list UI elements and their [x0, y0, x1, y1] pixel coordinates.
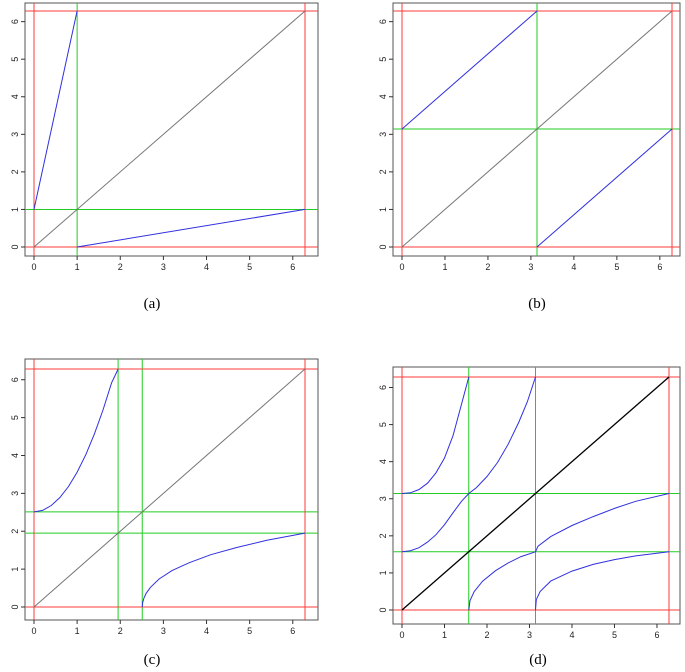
- x-tick-label: 4: [571, 262, 576, 272]
- y-tick-label: 4: [378, 94, 388, 99]
- y-tick-label: 4: [10, 94, 20, 99]
- x-tick-label: 0: [31, 262, 36, 272]
- x-tick-label: 2: [485, 262, 490, 272]
- plot-frame: [24, 358, 319, 621]
- y-tick-label: 6: [378, 19, 388, 24]
- x-tick-label: 4: [569, 630, 574, 640]
- x-tick-label: 0: [31, 626, 36, 636]
- y-tick-label: 3: [10, 491, 20, 496]
- x-tick-label: 1: [442, 262, 447, 272]
- y-tick-label: 4: [10, 453, 20, 458]
- y-tick-label: 1: [378, 570, 388, 575]
- map-curve: [535, 493, 670, 553]
- y-tick-label: 2: [10, 529, 20, 534]
- identity-line: [401, 10, 673, 248]
- panels-group: 0 1 2 3 4 5 6 0 1 2 3 4 5 6 0 1 2 3 4 5 6 0 1 2 3 4 5 6 0 1 2 3 4 5 6 0 1 2 3 4…: [10, 2, 681, 640]
- x-tick-label: 4: [204, 262, 209, 272]
- x-tick-label: 6: [290, 262, 295, 272]
- identity-line: [33, 368, 306, 608]
- identity-line: [33, 10, 306, 248]
- y-tick-label: 1: [10, 207, 20, 212]
- panel-label-c: (c): [144, 652, 161, 668]
- x-tick-label: 5: [247, 262, 252, 272]
- chart-panel-d: 0 1 2 3 4 5 6 0 1 2 3 4 5 6: [378, 366, 681, 640]
- x-tick-label: 4: [204, 626, 209, 636]
- panel-label-d: (d): [529, 652, 547, 668]
- y-tick-label: 6: [10, 19, 20, 24]
- map-curve: [401, 10, 538, 130]
- x-tick-label: 1: [75, 262, 80, 272]
- x-tick-label: 3: [527, 630, 532, 640]
- y-tick-label: 4: [378, 459, 388, 464]
- map-curve: [77, 208, 306, 248]
- y-tick-label: 3: [10, 132, 20, 137]
- y-tick-label: 5: [378, 57, 388, 62]
- x-tick-label: 5: [247, 626, 252, 636]
- chart-panel-c: 0 1 2 3 4 5 6 0 1 2 3 4 5 6: [10, 358, 319, 636]
- y-tick-label: 2: [10, 169, 20, 174]
- y-tick-label: 0: [378, 244, 388, 249]
- x-tick-label: 3: [161, 626, 166, 636]
- y-tick-label: 5: [10, 415, 20, 420]
- y-tick-label: 6: [10, 377, 20, 382]
- y-tick-label: 0: [10, 604, 20, 609]
- map-curve: [535, 551, 670, 611]
- map-curve: [33, 10, 78, 210]
- plot-frame: [392, 366, 681, 625]
- y-tick-label: 0: [378, 607, 388, 612]
- y-tick-label: 0: [10, 244, 20, 249]
- y-tick-label: 1: [10, 567, 20, 572]
- x-tick-label: 3: [161, 262, 166, 272]
- x-tick-label: 0: [399, 630, 404, 640]
- x-tick-label: 2: [118, 626, 123, 636]
- y-tick-label: 5: [378, 422, 388, 427]
- y-tick-label: 3: [378, 496, 388, 501]
- map-curve: [141, 532, 306, 608]
- y-tick-label: 1: [378, 207, 388, 212]
- x-tick-label: 2: [484, 630, 489, 640]
- y-tick-label: 2: [378, 169, 388, 174]
- map-curve: [536, 128, 673, 248]
- map-curve: [33, 368, 119, 513]
- identity-line: [401, 376, 670, 611]
- panel-label-b: (b): [528, 296, 546, 312]
- x-tick-label: 5: [614, 262, 619, 272]
- x-tick-label: 0: [399, 262, 404, 272]
- map-curve: [468, 376, 536, 494]
- chart-panel-b: 0 1 2 3 4 5 6 0 1 2 3 4 5 6: [378, 2, 681, 272]
- x-tick-label: 6: [654, 630, 659, 640]
- map-curve: [401, 376, 470, 494]
- x-tick-label: 6: [657, 262, 662, 272]
- y-tick-label: 5: [10, 57, 20, 62]
- y-tick-label: 3: [378, 132, 388, 137]
- x-tick-label: 2: [118, 262, 123, 272]
- x-tick-label: 3: [528, 262, 533, 272]
- x-tick-label: 6: [290, 626, 295, 636]
- x-tick-label: 1: [442, 630, 447, 640]
- y-tick-label: 6: [378, 385, 388, 390]
- x-tick-label: 1: [75, 626, 80, 636]
- plot-frame: [24, 2, 319, 257]
- map-curve: [401, 493, 470, 553]
- map-curve: [468, 551, 536, 611]
- x-tick-label: 5: [612, 630, 617, 640]
- chart-panel-a: 0 1 2 3 4 5 6 0 1 2 3 4 5 6: [10, 2, 319, 272]
- y-tick-label: 2: [378, 533, 388, 538]
- panel-label-a: (a): [144, 296, 161, 312]
